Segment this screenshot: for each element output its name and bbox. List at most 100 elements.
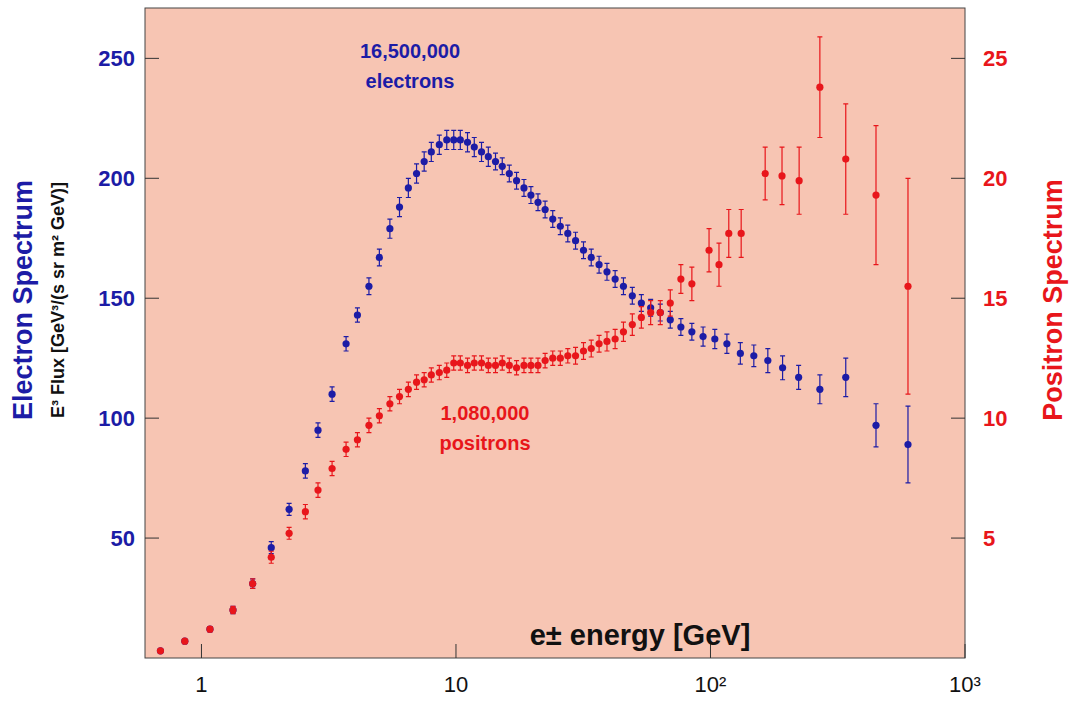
data-point bbox=[181, 638, 188, 645]
y-tick bbox=[145, 538, 159, 539]
data-point bbox=[667, 299, 674, 306]
y-tick bbox=[145, 178, 159, 179]
data-point bbox=[421, 158, 428, 165]
data-point bbox=[413, 170, 420, 177]
data-point bbox=[506, 170, 513, 177]
data-point bbox=[492, 158, 499, 165]
data-point bbox=[354, 436, 361, 443]
data-point bbox=[513, 364, 520, 371]
data-point bbox=[405, 184, 412, 191]
data-point bbox=[376, 254, 383, 261]
y2-tick-label: 10 bbox=[983, 406, 1007, 431]
data-point bbox=[157, 647, 164, 654]
data-point bbox=[520, 362, 527, 369]
data-point bbox=[443, 367, 450, 374]
data-point bbox=[725, 230, 732, 237]
data-point bbox=[499, 163, 506, 170]
data-point bbox=[872, 422, 879, 429]
series-1 bbox=[157, 37, 912, 655]
data-point bbox=[842, 374, 849, 381]
data-point bbox=[485, 362, 492, 369]
y-tick-label: 50 bbox=[111, 526, 135, 551]
data-point bbox=[688, 328, 695, 335]
data-point bbox=[328, 391, 335, 398]
y2-tick bbox=[951, 298, 965, 299]
data-point bbox=[506, 362, 513, 369]
data-point bbox=[534, 199, 541, 206]
data-point bbox=[478, 148, 485, 155]
data-point bbox=[580, 347, 587, 354]
data-point bbox=[268, 554, 275, 561]
x-tick-label: 10³ bbox=[949, 672, 981, 697]
data-point bbox=[572, 237, 579, 244]
data-point bbox=[436, 369, 443, 376]
y2-tick bbox=[951, 538, 965, 539]
y-tick bbox=[145, 58, 159, 59]
data-point bbox=[549, 215, 556, 222]
data-point bbox=[762, 170, 769, 177]
data-point bbox=[314, 487, 321, 494]
data-point bbox=[405, 386, 412, 393]
data-point bbox=[603, 338, 610, 345]
data-point bbox=[396, 393, 403, 400]
data-point bbox=[612, 275, 619, 282]
x-tick bbox=[455, 644, 456, 658]
data-point bbox=[723, 340, 730, 347]
data-point bbox=[612, 335, 619, 342]
data-point bbox=[229, 606, 236, 613]
data-point bbox=[302, 508, 309, 515]
data-point bbox=[764, 357, 771, 364]
data-point bbox=[229, 606, 236, 613]
data-point bbox=[564, 230, 571, 237]
data-point bbox=[778, 172, 785, 179]
data-point bbox=[436, 141, 443, 148]
data-point bbox=[557, 223, 564, 230]
data-point bbox=[527, 362, 534, 369]
data-point bbox=[620, 283, 627, 290]
data-point bbox=[667, 316, 674, 323]
data-point bbox=[386, 400, 393, 407]
data-point bbox=[249, 580, 256, 587]
data-point bbox=[302, 467, 309, 474]
data-point bbox=[513, 177, 520, 184]
y-axis-label: Electron Spectrum bbox=[8, 180, 38, 420]
y-tick-label: 250 bbox=[98, 46, 135, 71]
y2-tick bbox=[951, 418, 965, 419]
data-point bbox=[904, 283, 911, 290]
data-point bbox=[450, 359, 457, 366]
annotation: 1,080,000 bbox=[441, 402, 530, 424]
data-point bbox=[657, 309, 664, 316]
plot-frame bbox=[145, 8, 965, 658]
data-point bbox=[450, 136, 457, 143]
y-tick-label: 100 bbox=[98, 406, 135, 431]
data-point bbox=[580, 247, 587, 254]
data-point bbox=[314, 427, 321, 434]
marks-group bbox=[157, 37, 912, 655]
y-tick bbox=[145, 418, 159, 419]
data-point bbox=[443, 136, 450, 143]
data-point bbox=[464, 362, 471, 369]
data-point bbox=[534, 362, 541, 369]
data-point bbox=[737, 350, 744, 357]
data-point bbox=[485, 153, 492, 160]
data-point bbox=[342, 340, 349, 347]
data-point bbox=[286, 530, 293, 537]
data-point bbox=[342, 446, 349, 453]
data-point bbox=[365, 283, 372, 290]
data-point bbox=[595, 261, 602, 268]
x-tick-label: 10 bbox=[444, 672, 468, 697]
data-point bbox=[872, 191, 879, 198]
data-point bbox=[421, 376, 428, 383]
series-name: electrons bbox=[366, 70, 455, 92]
y2-tick bbox=[951, 58, 965, 59]
data-point bbox=[620, 328, 627, 335]
data-point bbox=[413, 379, 420, 386]
data-point bbox=[471, 144, 478, 151]
data-point bbox=[588, 254, 595, 261]
data-point bbox=[750, 352, 757, 359]
x-axis-label: e± energy [GeV] bbox=[530, 619, 751, 651]
data-point bbox=[795, 374, 802, 381]
y2-tick bbox=[951, 178, 965, 179]
data-point bbox=[588, 345, 595, 352]
data-point bbox=[428, 371, 435, 378]
